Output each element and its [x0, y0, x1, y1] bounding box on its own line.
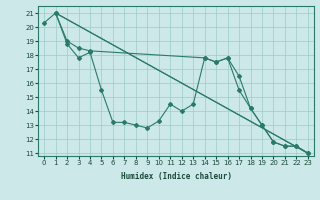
- X-axis label: Humidex (Indice chaleur): Humidex (Indice chaleur): [121, 172, 231, 181]
